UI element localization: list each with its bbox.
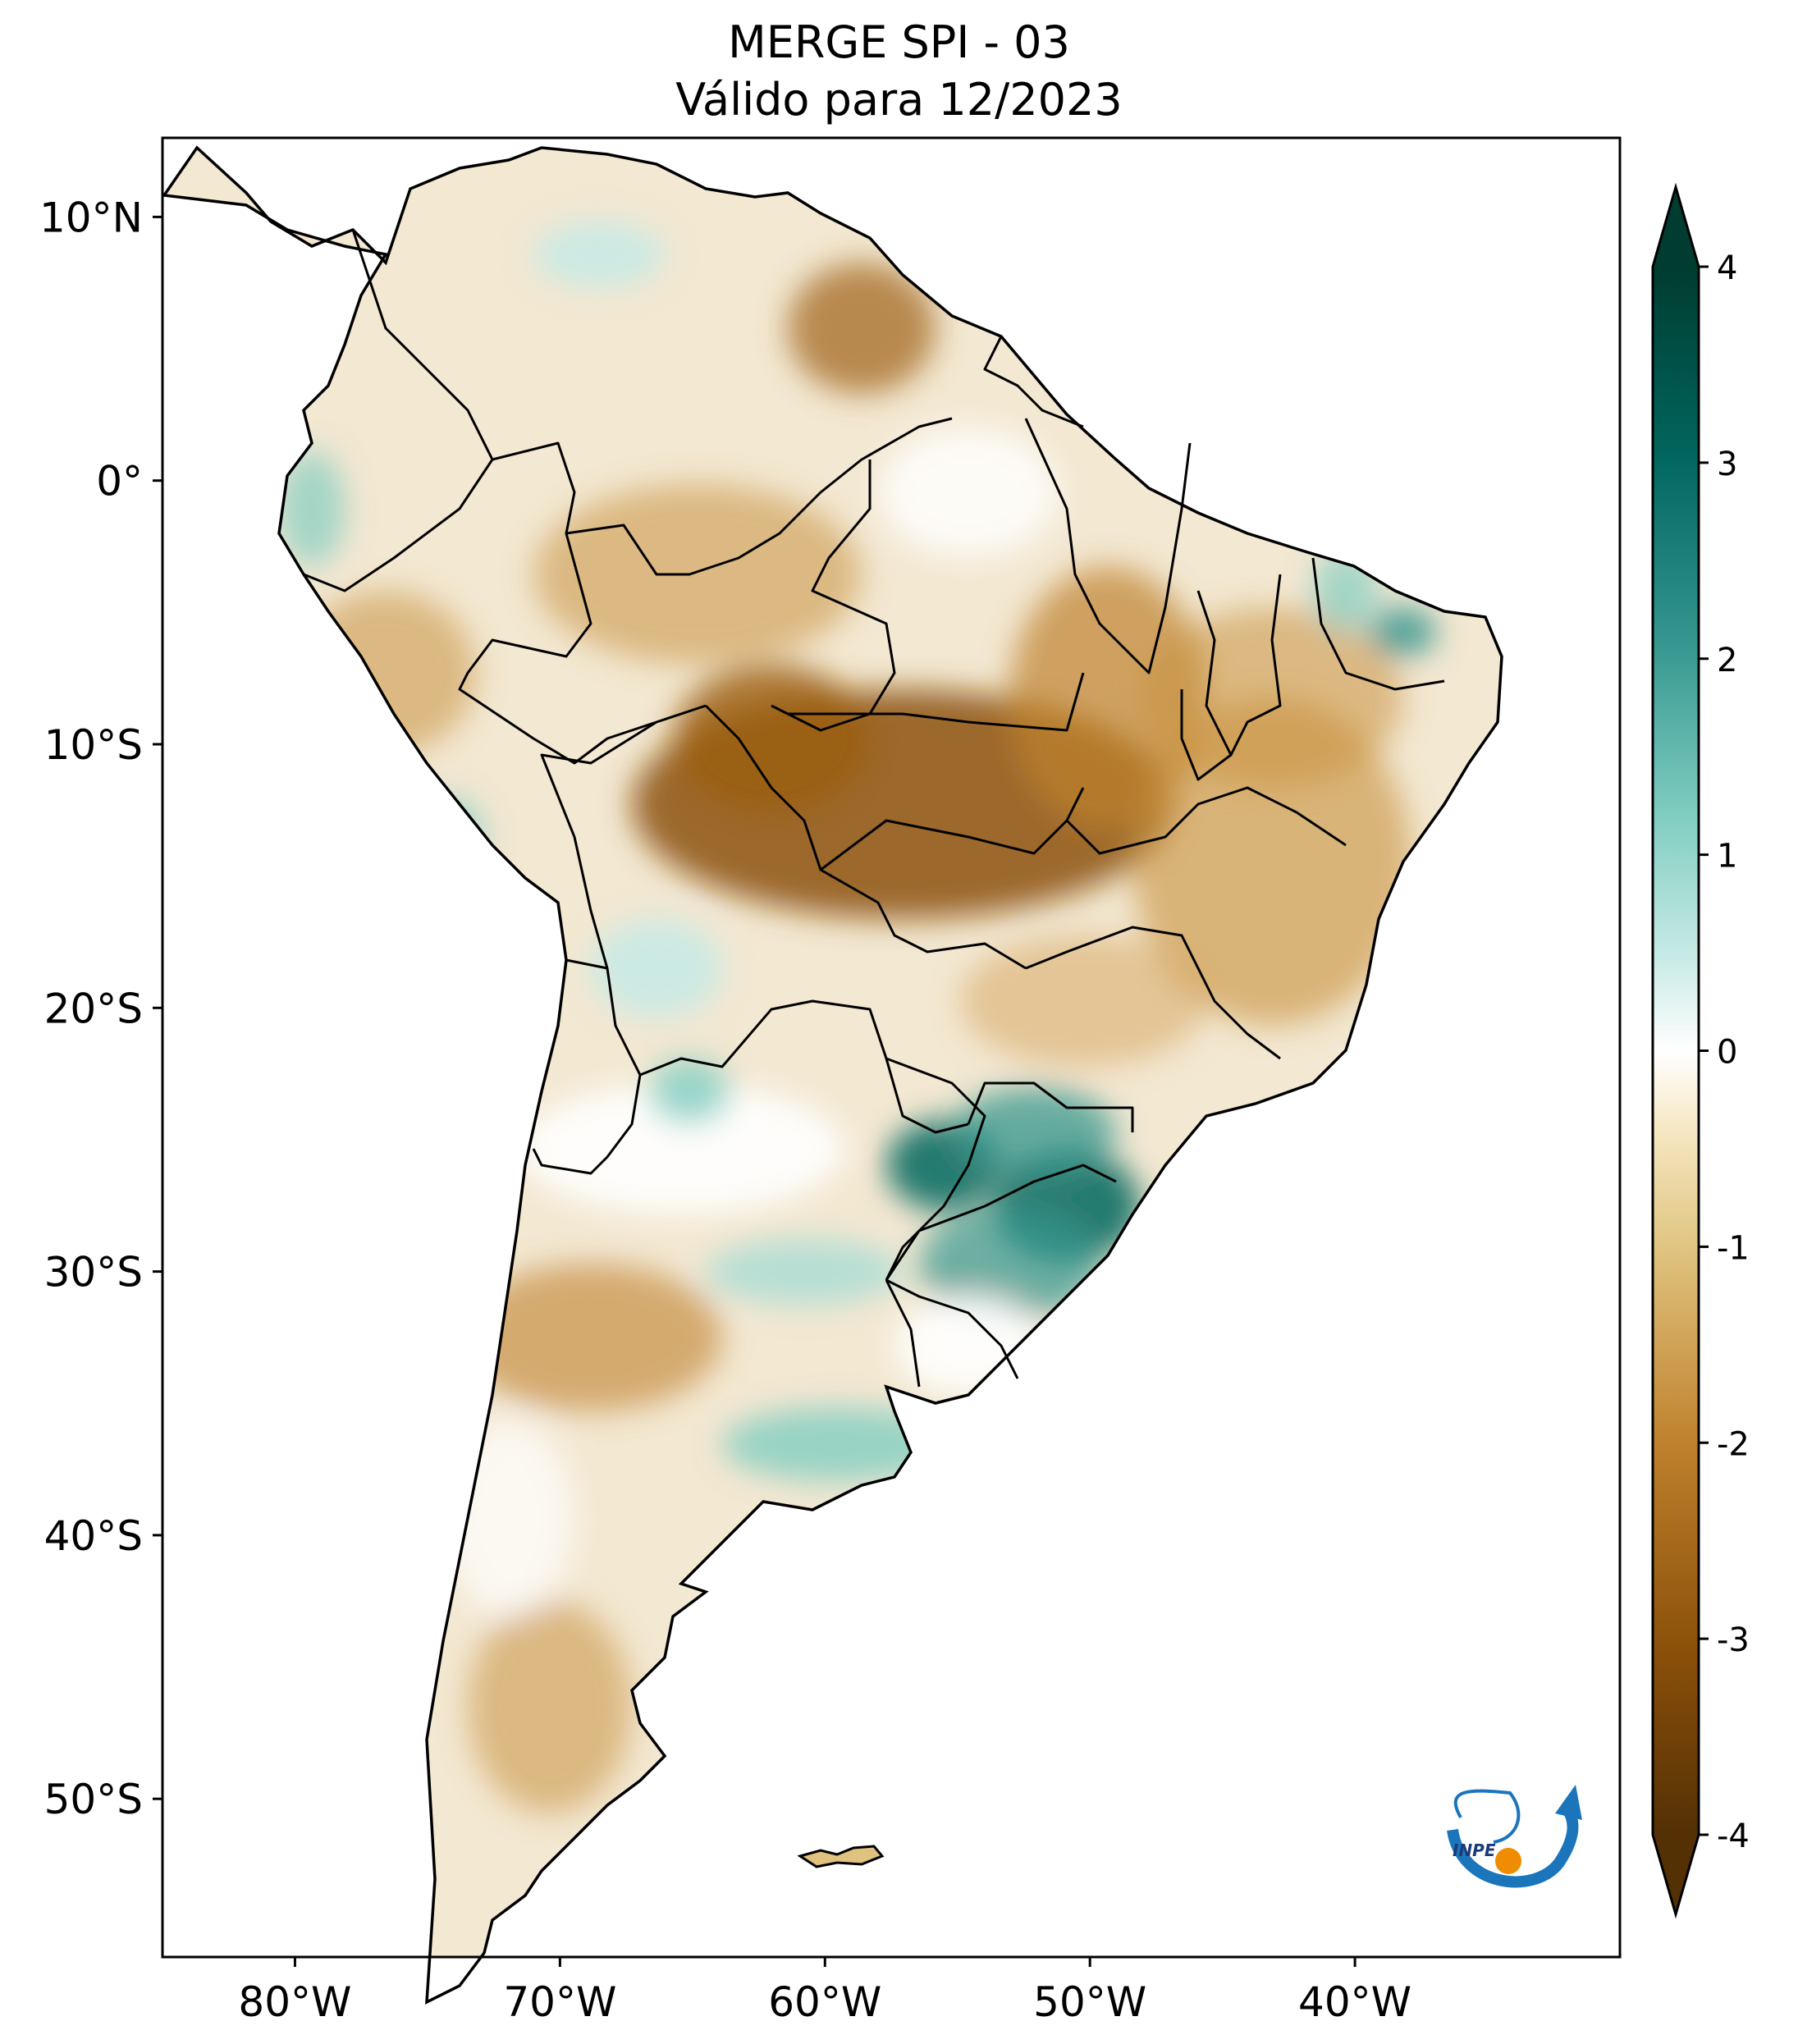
colorbar-tick-label: -3: [1717, 1621, 1750, 1659]
latitude-axis: 10°N 0° 10°S 20°S 30°S 40°S 50°S: [39, 194, 162, 1823]
colorbar-tick-label: 4: [1717, 249, 1737, 287]
colorbar-tick-label: -2: [1717, 1425, 1750, 1463]
latitude-tick-label: 50°S: [44, 1776, 143, 1823]
inpe-logo-text: INPE: [1453, 1841, 1496, 1860]
colorbar: 4 3 2 1 0 -1 -2 -3 -4: [1651, 182, 1750, 1919]
latitude-tick-label: 20°S: [44, 985, 143, 1032]
falklands-islands: [797, 1845, 885, 1868]
latitude-tick-label: 30°S: [44, 1249, 143, 1296]
political-borders: [303, 229, 1445, 1388]
longitude-tick-label: 70°W: [503, 1978, 616, 2026]
map-title-line1: MERGE SPI - 03: [728, 16, 1070, 68]
colorbar-gradient: [1653, 267, 1699, 1835]
inpe-logo: INPE: [1447, 1785, 1582, 1888]
colorbar-tick-label: -4: [1717, 1818, 1750, 1855]
inpe-logo-dot: [1495, 1848, 1521, 1874]
colorbar-tick-label: 1: [1717, 838, 1737, 876]
longitude-axis: 80°W 70°W 60°W 50°W 40°W: [238, 1957, 1411, 2026]
colorbar-tick-label: 0: [1717, 1034, 1737, 1072]
colorbar-tick-label: 2: [1717, 642, 1737, 679]
map-frame: [161, 136, 1622, 1959]
longitude-tick-label: 80°W: [238, 1978, 351, 2026]
latitude-tick-label: 10°N: [39, 194, 143, 241]
colorbar-extend-min: [1653, 1835, 1699, 1914]
latitude-tick-label: 40°S: [44, 1512, 143, 1560]
colorbar-extend-max: [1653, 187, 1699, 267]
longitude-tick-label: 40°W: [1298, 1978, 1411, 2026]
latitude-tick-label: 0°: [96, 458, 143, 505]
colorbar-ticks: 4 3 2 1 0 -1 -2 -3 -4: [1699, 249, 1750, 1855]
longitude-tick-label: 60°W: [768, 1978, 881, 2026]
colorbar-tick-label: -1: [1717, 1229, 1750, 1267]
map-title-line2: Válido para 12/2023: [675, 74, 1123, 126]
colorbar-tick-label: 3: [1717, 446, 1737, 483]
latitude-tick-label: 10°S: [44, 721, 143, 769]
longitude-tick-label: 50°W: [1033, 1978, 1146, 2026]
